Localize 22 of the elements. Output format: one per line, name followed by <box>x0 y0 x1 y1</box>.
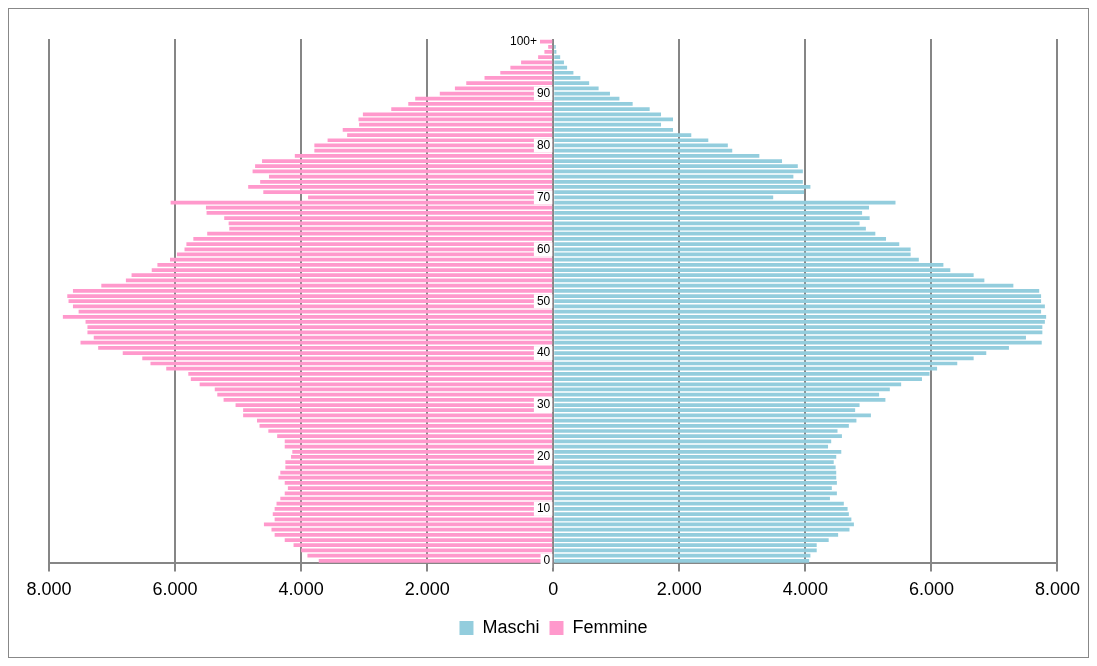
x-tick-label: 2.000 <box>656 579 702 600</box>
x-tick-label: 8.000 <box>1034 579 1080 600</box>
bar <box>554 558 810 563</box>
y-tick-label: 70 <box>536 189 551 204</box>
x-tick-label: 6.000 <box>908 579 954 600</box>
y-tick-label: 20 <box>536 449 551 464</box>
legend-label: Maschi <box>482 616 540 637</box>
x-tick-label: 8.000 <box>26 579 72 600</box>
y-tick-label: 0 <box>543 553 551 568</box>
x-tick-label: 4.000 <box>782 579 828 600</box>
y-tick-label: 40 <box>536 345 551 360</box>
y-tick-label: 10 <box>536 501 551 516</box>
y-tick-label: 50 <box>536 293 551 308</box>
y-tick-label: 100+ <box>509 33 537 48</box>
y-tick-label: 90 <box>536 85 551 100</box>
legend-label: Femmine <box>572 616 648 637</box>
y-tick-label: 60 <box>536 241 551 256</box>
x-tick-label: 6.000 <box>152 579 198 600</box>
y-tick-label: 80 <box>536 137 551 152</box>
x-tick-label: 2.000 <box>404 579 450 600</box>
x-tick-label: 4.000 <box>278 579 324 600</box>
y-tick-label: 30 <box>536 397 551 412</box>
